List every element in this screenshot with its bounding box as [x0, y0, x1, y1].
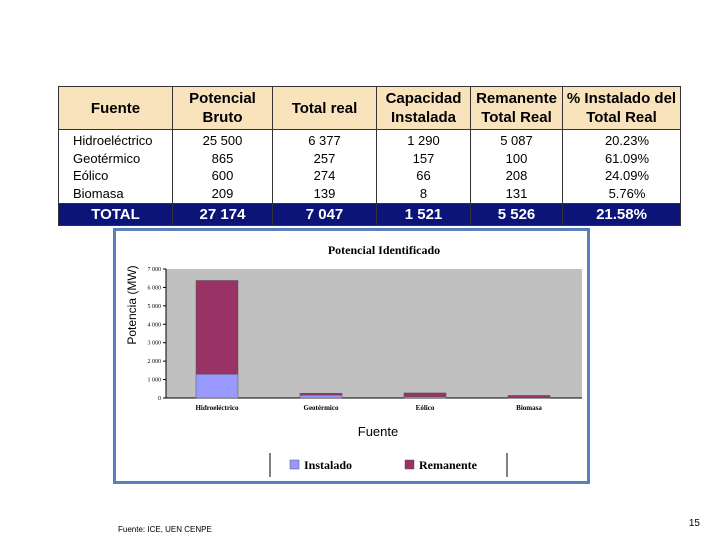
table-cell: 257	[313, 150, 336, 166]
table-cell: Eólico	[73, 168, 109, 183]
total-potencial-bruto: 27 174	[172, 203, 273, 226]
legend-swatch	[289, 459, 300, 470]
stacked-bar-chart: Potencial Identificado Potencia (MW) Fue…	[125, 243, 582, 477]
table-header-row: Fuente Potencial Bruto Total real Capaci…	[58, 86, 681, 130]
table-cell: 66	[416, 168, 431, 183]
table-cell: 600	[211, 168, 234, 183]
x-tick-label: Hidroeléctrico	[195, 404, 239, 412]
y-tick-label: 7 000	[148, 267, 162, 273]
x-tick-label: Biomasa	[516, 404, 542, 412]
header-remanente: Remanente Total Real	[470, 86, 563, 130]
table-cell: 61.09%	[604, 150, 650, 166]
x-axis-ticks: Hidroeléctrico Geotérmico Eólico Biomasa	[195, 404, 542, 412]
header-capacidad-instalada: Capacidad Instalada	[376, 86, 471, 130]
x-axis-label: Fuente	[358, 424, 398, 439]
y-tick-label: 1 000	[148, 378, 162, 384]
capacity-table: Fuente Potencial Bruto Total real Capaci…	[58, 86, 681, 226]
table-cell: 274	[313, 168, 336, 183]
table-cell: 208	[505, 168, 528, 183]
column-remanente: 5 087 100 208 131	[470, 129, 563, 204]
table-cell: 865	[211, 150, 234, 166]
x-tick-label: Eólico	[416, 404, 435, 412]
capacity-table-panel: Fuente Potencial Bruto Total real Capaci…	[58, 86, 681, 226]
header-pct-instalado: % Instalado del Total Real	[562, 86, 681, 130]
total-pct-instalado: 21.58%	[562, 203, 681, 226]
table-cell: 1 290	[407, 133, 440, 148]
legend-label: Remanente	[419, 458, 478, 472]
column-fuente: Hidroeléctrico Geotérmico Eólico Biomasa	[58, 129, 173, 204]
table-total-row: TOTAL 27 174 7 047 1 521 5 526 21.58%	[58, 203, 681, 226]
page-number: 15	[688, 518, 700, 529]
legend-swatch	[404, 459, 415, 470]
table-cell: 157	[412, 150, 435, 166]
column-pct-instalado: 20.23% 61.09% 24.09% 5.76%	[562, 129, 681, 204]
table-cell: 24.09%	[604, 168, 650, 183]
y-tick-label: 2 000	[148, 359, 162, 365]
column-capacidad-instalada: 1 290 157 66 8	[376, 129, 471, 204]
y-axis-label: Potencia (MW)	[125, 265, 139, 344]
table-cell: Biomasa	[73, 185, 124, 201]
table-cell: 5.76%	[608, 185, 646, 201]
table-cell: 131	[505, 185, 528, 201]
chart-title: Potencial Identificado	[328, 243, 440, 257]
y-tick-label: 4 000	[148, 322, 162, 328]
bar-remanente	[507, 395, 551, 399]
bar-instalado	[195, 373, 239, 399]
chart-panel: Potencial Identificado Potencia (MW) Fue…	[113, 228, 590, 484]
column-potencial-bruto: 25 500 865 600 209	[172, 129, 273, 204]
y-tick-label: 5 000	[148, 304, 162, 310]
table-cell: 20.23%	[604, 133, 650, 148]
table-cell: 100	[505, 150, 528, 166]
table-cell: 5 087	[500, 133, 533, 148]
table-body-row: Hidroeléctrico Geotérmico Eólico Biomasa…	[58, 129, 681, 204]
legend-label: Instalado	[304, 458, 352, 472]
table-cell: 139	[313, 185, 336, 201]
table-cell: 6 377	[308, 133, 341, 148]
total-remanente: 5 526	[470, 203, 563, 226]
total-total-real: 7 047	[272, 203, 377, 226]
table-cell: Geotérmico	[73, 150, 141, 166]
table-cell: 25 500	[202, 133, 243, 148]
column-total-real: 6 377 257 274 139	[272, 129, 377, 204]
bar-series	[195, 280, 551, 399]
total-capacidad-instalada: 1 521	[376, 203, 471, 226]
source-note: Fuente: ICE, UEN CENPE	[118, 525, 212, 534]
bar-remanente	[403, 392, 447, 398]
y-tick-label: 0	[158, 396, 161, 402]
table-cell: 8	[419, 185, 428, 201]
bar-remanente	[299, 393, 343, 396]
bar-instalado	[299, 394, 343, 399]
table-cell: 209	[211, 185, 234, 201]
header-total-real: Total real	[272, 86, 377, 130]
header-potencial-bruto: Potencial Bruto	[172, 86, 273, 130]
header-fuente: Fuente	[58, 86, 173, 130]
table-cell: Hidroeléctrico	[73, 133, 153, 148]
y-tick-label: 6 000	[148, 285, 162, 291]
bar-remanente	[195, 280, 239, 375]
chart-legend: Instalado Remanente	[269, 453, 508, 477]
x-tick-label: Geotérmico	[304, 404, 339, 412]
y-tick-label: 3 000	[148, 341, 162, 347]
total-label: TOTAL	[58, 203, 173, 226]
